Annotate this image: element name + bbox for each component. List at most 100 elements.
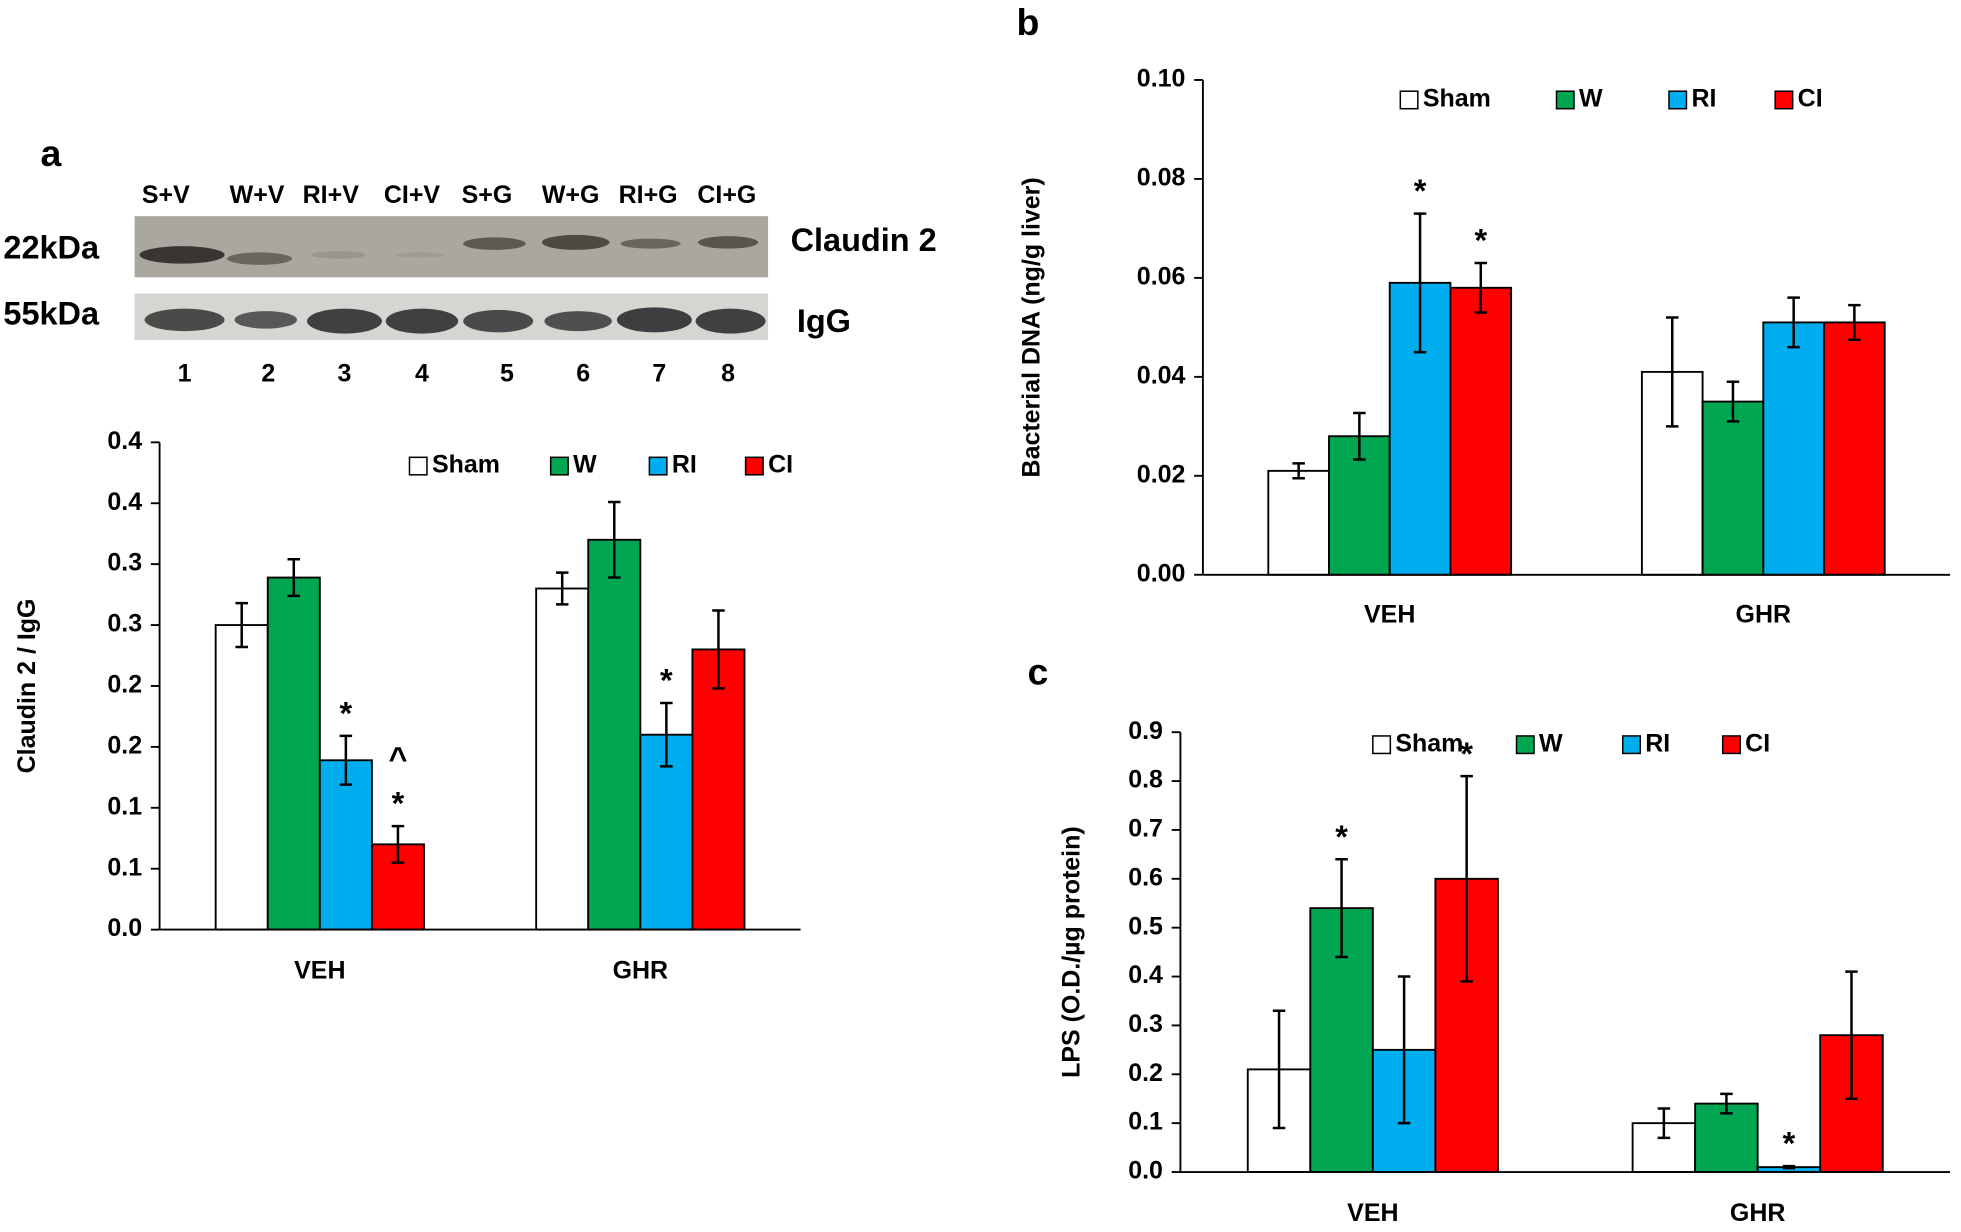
error-bar	[235, 601, 248, 649]
y-tick-label: 0.2	[1128, 1059, 1163, 1087]
y-axis-title: Bacterial DNA (ng/g liver)	[1018, 177, 1046, 477]
legend-swatch	[1621, 735, 1641, 755]
legend-swatch	[1721, 735, 1741, 755]
y-tick-label: 0.3	[1128, 1010, 1163, 1038]
y-tick-label: 0.08	[1137, 164, 1186, 192]
y-tick-label: 0.0	[1128, 1157, 1163, 1185]
legend-label: RI	[1645, 729, 1670, 757]
legend-swatch	[1774, 90, 1794, 110]
y-axis-title: LPS (O.D./µg protein)	[1058, 826, 1086, 1078]
panel-label: a	[40, 132, 62, 174]
bar	[1701, 400, 1765, 576]
x-tick-label: GHR	[1736, 601, 1792, 629]
error-bar	[1782, 1164, 1796, 1170]
y-tick-label: 0.4	[107, 427, 142, 455]
y-tick-label: 0.02	[1137, 460, 1186, 488]
y-tick-label: 0.6	[1128, 863, 1163, 891]
legend-label: W	[1579, 85, 1603, 113]
lane-number: 7	[652, 359, 666, 387]
lane-label: S+V	[142, 181, 190, 209]
y-tick-label: 0.8	[1128, 766, 1163, 794]
legend-swatch	[1668, 90, 1688, 110]
bar	[1267, 469, 1330, 576]
significance-mark: *	[1414, 173, 1427, 209]
legend-label: W	[1539, 729, 1563, 757]
legend-label: CI	[1798, 85, 1823, 113]
lane-label: RI+V	[303, 181, 360, 209]
lane-label: CI+G	[697, 181, 756, 209]
error-bar	[1292, 462, 1305, 480]
lane-label: RI+G	[619, 181, 678, 209]
y-tick-label: 0.4	[107, 488, 142, 516]
y-tick-label: 0.5	[1128, 912, 1163, 940]
significance-mark: *	[660, 663, 673, 699]
panel-label: c	[1028, 651, 1049, 693]
error-bar	[1726, 380, 1740, 423]
y-tick-label: 0.1	[107, 792, 142, 820]
error-bar	[1413, 212, 1427, 354]
lane-number: 5	[500, 359, 514, 387]
lane-number: 8	[721, 359, 735, 387]
y-tick-label: 0.1	[1128, 1108, 1163, 1136]
significance-mark: *	[1460, 736, 1473, 772]
lane-label: W+G	[542, 181, 600, 209]
error-bar	[1353, 411, 1366, 461]
error-bar	[660, 701, 673, 768]
error-bar	[712, 609, 725, 690]
error-bar	[391, 824, 405, 864]
error-bar	[339, 734, 353, 786]
lane-number: 6	[576, 359, 590, 387]
error-bar	[1720, 1092, 1733, 1115]
legend-swatch	[1399, 90, 1419, 110]
error-bar	[1787, 296, 1800, 349]
error-bar	[1460, 774, 1473, 983]
legend-swatch	[744, 456, 764, 476]
lane-label: W+V	[230, 181, 285, 209]
legend-label: RI	[1691, 85, 1716, 113]
x-tick-label: GHR	[1730, 1199, 1786, 1227]
legend-swatch	[1555, 90, 1575, 110]
y-tick-label: 0.3	[107, 549, 142, 577]
bar	[535, 587, 590, 931]
error-bar	[555, 571, 569, 606]
x-tick-label: GHR	[613, 957, 668, 985]
significance-mark: *	[1474, 223, 1487, 259]
marker-label: 55kDa	[3, 296, 100, 332]
lane-label: CI+V	[384, 181, 441, 209]
y-tick-label: 0.04	[1137, 361, 1186, 389]
bar	[587, 538, 642, 931]
x-tick-label: VEH	[1364, 601, 1415, 629]
lane-number: 2	[261, 359, 275, 387]
error-bar	[1272, 1009, 1286, 1130]
panel-label: b	[1017, 1, 1040, 43]
legend-swatch	[549, 456, 569, 476]
error-bar	[1848, 303, 1861, 341]
bar	[691, 648, 746, 931]
y-tick-label: 0.4	[1128, 961, 1163, 989]
error-bar	[1397, 975, 1411, 1125]
significance-mark: *	[1335, 819, 1348, 855]
legend-label: CI	[768, 451, 793, 479]
y-tick-label: 0.2	[107, 731, 142, 759]
legend-label: CI	[1745, 729, 1770, 757]
legend-swatch	[1515, 735, 1535, 755]
error-bar	[1335, 858, 1348, 959]
significance-mark: *	[392, 786, 405, 822]
legend-swatch	[1372, 735, 1392, 755]
bar	[1762, 321, 1825, 576]
legend-label: Sham	[1395, 729, 1463, 757]
x-tick-label: VEH	[294, 957, 345, 985]
lane-label: S+G	[462, 181, 513, 209]
blot-image	[134, 216, 769, 340]
error-bar	[1474, 261, 1488, 314]
error-bar	[1657, 1107, 1671, 1140]
x-tick-label: VEH	[1347, 1199, 1398, 1227]
bar	[214, 624, 269, 931]
y-tick-label: 0.7	[1128, 815, 1163, 843]
y-tick-label: 0.10	[1137, 65, 1186, 93]
y-tick-label: 0.00	[1137, 559, 1186, 587]
y-tick-label: 0.06	[1137, 262, 1186, 290]
band-label: IgG	[797, 303, 851, 339]
marker-label: 22kDa	[3, 229, 100, 265]
